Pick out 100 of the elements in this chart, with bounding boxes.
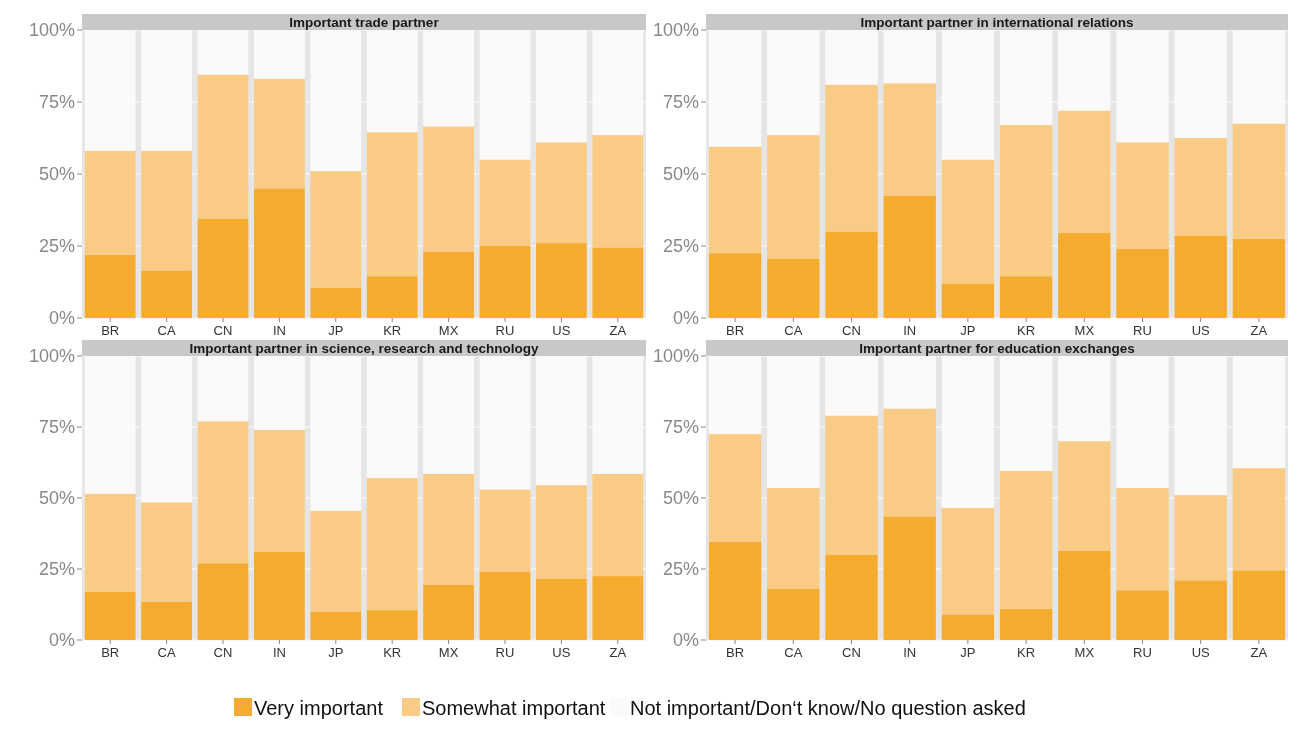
bar bbox=[592, 576, 644, 640]
x-tick-label: JP bbox=[960, 645, 976, 660]
bar bbox=[1174, 235, 1227, 318]
bar bbox=[767, 135, 820, 259]
bar bbox=[941, 159, 995, 284]
bar bbox=[1174, 138, 1227, 236]
bar bbox=[999, 125, 1053, 277]
x-tick-label: ZA bbox=[1250, 645, 1268, 660]
y-tick-label: 75% bbox=[38, 417, 75, 437]
x-tick-label: ZA bbox=[609, 645, 627, 660]
x-tick-label: IN bbox=[903, 645, 917, 660]
x-tick-label: CA bbox=[157, 323, 176, 338]
bar bbox=[254, 78, 305, 189]
bar bbox=[310, 171, 362, 288]
y-tick-label: 0% bbox=[48, 308, 75, 328]
bar bbox=[767, 588, 820, 640]
bar bbox=[536, 578, 587, 640]
y-tick-label: 25% bbox=[662, 236, 699, 256]
y-tick-label: 100% bbox=[652, 20, 699, 40]
x-tick-label: US bbox=[1191, 323, 1211, 338]
x-tick-label: KR bbox=[1017, 323, 1036, 338]
x-tick-label: CN bbox=[842, 323, 861, 338]
x-tick-label: IN bbox=[272, 323, 286, 338]
y-tick-label: 50% bbox=[662, 488, 699, 508]
x-tick-label: JP bbox=[328, 645, 344, 660]
x-tick-label: JP bbox=[328, 323, 344, 338]
bar bbox=[310, 510, 362, 612]
bar bbox=[999, 276, 1053, 318]
bar bbox=[310, 611, 362, 640]
x-tick-label: MX bbox=[438, 323, 459, 338]
x-tick-label: IN bbox=[903, 323, 917, 338]
bar bbox=[423, 251, 474, 318]
bar bbox=[310, 287, 362, 318]
bar bbox=[1116, 488, 1169, 591]
y-tick-label: 75% bbox=[662, 92, 699, 112]
legend-label: Somewhat important bbox=[422, 697, 606, 719]
x-tick-label: RU bbox=[495, 323, 515, 338]
bar bbox=[1232, 570, 1286, 640]
chart-title: Important partner in science, research and technology bbox=[189, 341, 539, 356]
bar bbox=[592, 135, 644, 248]
x-tick-label: US bbox=[552, 645, 571, 660]
bar bbox=[883, 408, 936, 517]
x-tick-label: BR bbox=[101, 645, 120, 660]
bar bbox=[84, 254, 136, 318]
x-tick-label: BR bbox=[101, 323, 120, 338]
x-tick-label: RU bbox=[1133, 323, 1152, 338]
x-tick-label: RU bbox=[495, 645, 515, 660]
bar bbox=[708, 434, 762, 543]
bar bbox=[84, 591, 136, 640]
bar bbox=[1116, 142, 1169, 249]
x-tick-label: MX bbox=[1074, 323, 1095, 338]
bar bbox=[1116, 590, 1169, 640]
bar bbox=[536, 243, 587, 318]
x-tick-label: CN bbox=[213, 645, 233, 660]
bar bbox=[883, 516, 936, 640]
bar bbox=[479, 159, 531, 246]
bar bbox=[366, 478, 418, 611]
bar bbox=[197, 421, 249, 564]
y-tick-label: 75% bbox=[662, 417, 699, 437]
bar bbox=[423, 473, 474, 585]
bar bbox=[254, 188, 305, 318]
bar bbox=[767, 258, 820, 318]
x-tick-label: KR bbox=[1017, 645, 1036, 660]
x-tick-label: US bbox=[552, 323, 571, 338]
bar bbox=[708, 253, 762, 318]
bar bbox=[1174, 495, 1227, 581]
x-tick-label: KR bbox=[383, 645, 402, 660]
y-tick-label: 75% bbox=[38, 92, 75, 112]
chart-title: Important trade partner bbox=[289, 15, 440, 30]
bar bbox=[1116, 248, 1169, 318]
bar bbox=[366, 610, 418, 640]
bar bbox=[141, 270, 192, 318]
bar bbox=[197, 563, 249, 640]
y-tick-label: 100% bbox=[652, 346, 699, 366]
bar bbox=[536, 485, 587, 579]
bar bbox=[825, 554, 878, 640]
bar bbox=[1174, 580, 1227, 640]
legend-label: Very important bbox=[254, 697, 384, 719]
y-tick-label: 0% bbox=[48, 630, 75, 650]
bar bbox=[1058, 233, 1111, 318]
y-tick-label: 0% bbox=[672, 630, 699, 650]
chart-title: Important partner for education exchanges bbox=[859, 341, 1135, 356]
x-tick-label: JP bbox=[960, 323, 976, 338]
y-tick-label: 50% bbox=[38, 164, 75, 184]
bar bbox=[941, 283, 995, 318]
bar bbox=[366, 276, 418, 318]
bar bbox=[423, 584, 474, 640]
x-tick-label: KR bbox=[383, 323, 402, 338]
bar bbox=[197, 218, 249, 318]
y-tick-label: 0% bbox=[672, 308, 699, 328]
bar bbox=[883, 83, 936, 196]
x-tick-label: IN bbox=[272, 645, 286, 660]
x-tick-label: BR bbox=[726, 645, 745, 660]
x-tick-label: MX bbox=[438, 645, 459, 660]
bar bbox=[883, 195, 936, 318]
bar bbox=[197, 74, 249, 219]
bar bbox=[84, 150, 136, 255]
bar bbox=[141, 502, 192, 602]
y-tick-label: 50% bbox=[662, 164, 699, 184]
bar bbox=[708, 146, 762, 254]
